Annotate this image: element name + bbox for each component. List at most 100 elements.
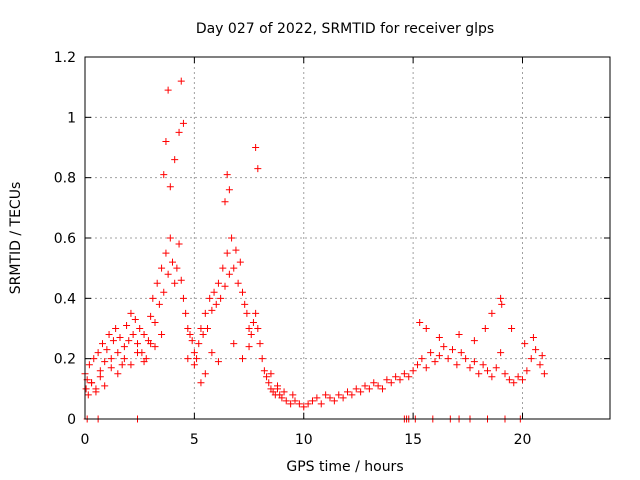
data-point [330, 397, 338, 405]
data-point [179, 119, 187, 127]
data-point [225, 270, 233, 278]
data-point [162, 137, 170, 145]
data-point [103, 346, 111, 354]
data-point [129, 331, 137, 339]
data-point [105, 331, 113, 339]
data-point [260, 367, 268, 375]
data-point [431, 358, 439, 366]
data-point [151, 318, 159, 326]
data-point [201, 309, 209, 317]
data-point [309, 397, 316, 405]
data-point [256, 340, 264, 348]
data-point [123, 321, 131, 329]
data-point [252, 144, 260, 151]
data-point [197, 379, 205, 387]
data-point [497, 294, 505, 302]
data-point [278, 394, 286, 402]
data-point [435, 334, 443, 342]
data-point [479, 361, 487, 369]
data-point [217, 294, 225, 302]
data-point [120, 343, 128, 351]
data-point [514, 373, 522, 381]
data-point [90, 355, 98, 363]
y-tick-label: 0.8 [54, 171, 76, 187]
data-point [523, 367, 531, 375]
data-point [184, 355, 192, 363]
data-point [241, 300, 249, 308]
y-tick-label: 0.2 [54, 352, 76, 368]
data-point [304, 400, 312, 408]
y-tick-label: 0.4 [54, 291, 76, 307]
data-point [352, 385, 360, 393]
data-point [481, 325, 489, 332]
data-point [508, 325, 516, 332]
y-axis-label: SRMTID / TECUs [8, 182, 24, 295]
data-point [214, 358, 222, 366]
data-point [396, 376, 404, 384]
data-point [383, 376, 391, 384]
chart-title: Day 027 of 2022, SRMTID for receiver glp… [196, 21, 494, 37]
x-axis-label: GPS time / hours [286, 459, 403, 475]
data-point [223, 249, 231, 257]
data-point [521, 340, 529, 348]
y-tick-label: 1 [67, 110, 76, 126]
data-point [274, 382, 281, 390]
data-point [252, 309, 260, 317]
data-point [169, 258, 176, 266]
data-point [166, 183, 174, 191]
data-point [171, 279, 179, 287]
data-point [101, 382, 109, 390]
data-point [326, 394, 334, 402]
data-point [166, 234, 174, 242]
data-point [127, 361, 135, 369]
data-point [422, 364, 430, 372]
data-point [519, 376, 526, 384]
data-point [501, 370, 509, 378]
data-point [188, 337, 196, 345]
data-point [230, 340, 238, 348]
data-point [263, 373, 271, 381]
data-point [249, 318, 257, 326]
data-point [160, 171, 168, 179]
data-point [85, 361, 93, 369]
data-point [204, 325, 211, 332]
y-tick-label: 0 [67, 412, 76, 428]
data-point [300, 403, 308, 411]
data-point [339, 394, 347, 402]
data-point [136, 325, 144, 332]
data-point [387, 379, 395, 387]
data-point [120, 355, 128, 363]
data-point [245, 343, 253, 351]
data-point [444, 355, 452, 363]
data-point [107, 364, 115, 372]
data-point [414, 361, 421, 369]
data-point [348, 391, 356, 399]
data-point [370, 379, 378, 387]
data-point [258, 355, 266, 363]
data-point [175, 128, 183, 136]
data-point [497, 349, 505, 357]
data-point [418, 355, 426, 363]
data-point [510, 379, 518, 387]
data-point [114, 370, 122, 378]
data-point [265, 379, 273, 387]
x-axis: 0 5 10 15 20 [81, 57, 531, 448]
data-point [365, 385, 373, 393]
data-point [344, 388, 351, 396]
data-point [94, 349, 102, 357]
data-point [484, 367, 491, 375]
data-point [529, 334, 537, 342]
data-point [488, 309, 496, 317]
data-point [177, 77, 185, 85]
data-point [470, 358, 478, 366]
data-point [243, 309, 251, 317]
data-point [449, 346, 456, 354]
data-point [230, 264, 238, 272]
data-point [175, 240, 183, 248]
data-point [210, 288, 218, 296]
data-point [158, 331, 166, 339]
data-point [405, 373, 413, 381]
data-point [118, 361, 126, 369]
data-point [317, 400, 325, 408]
